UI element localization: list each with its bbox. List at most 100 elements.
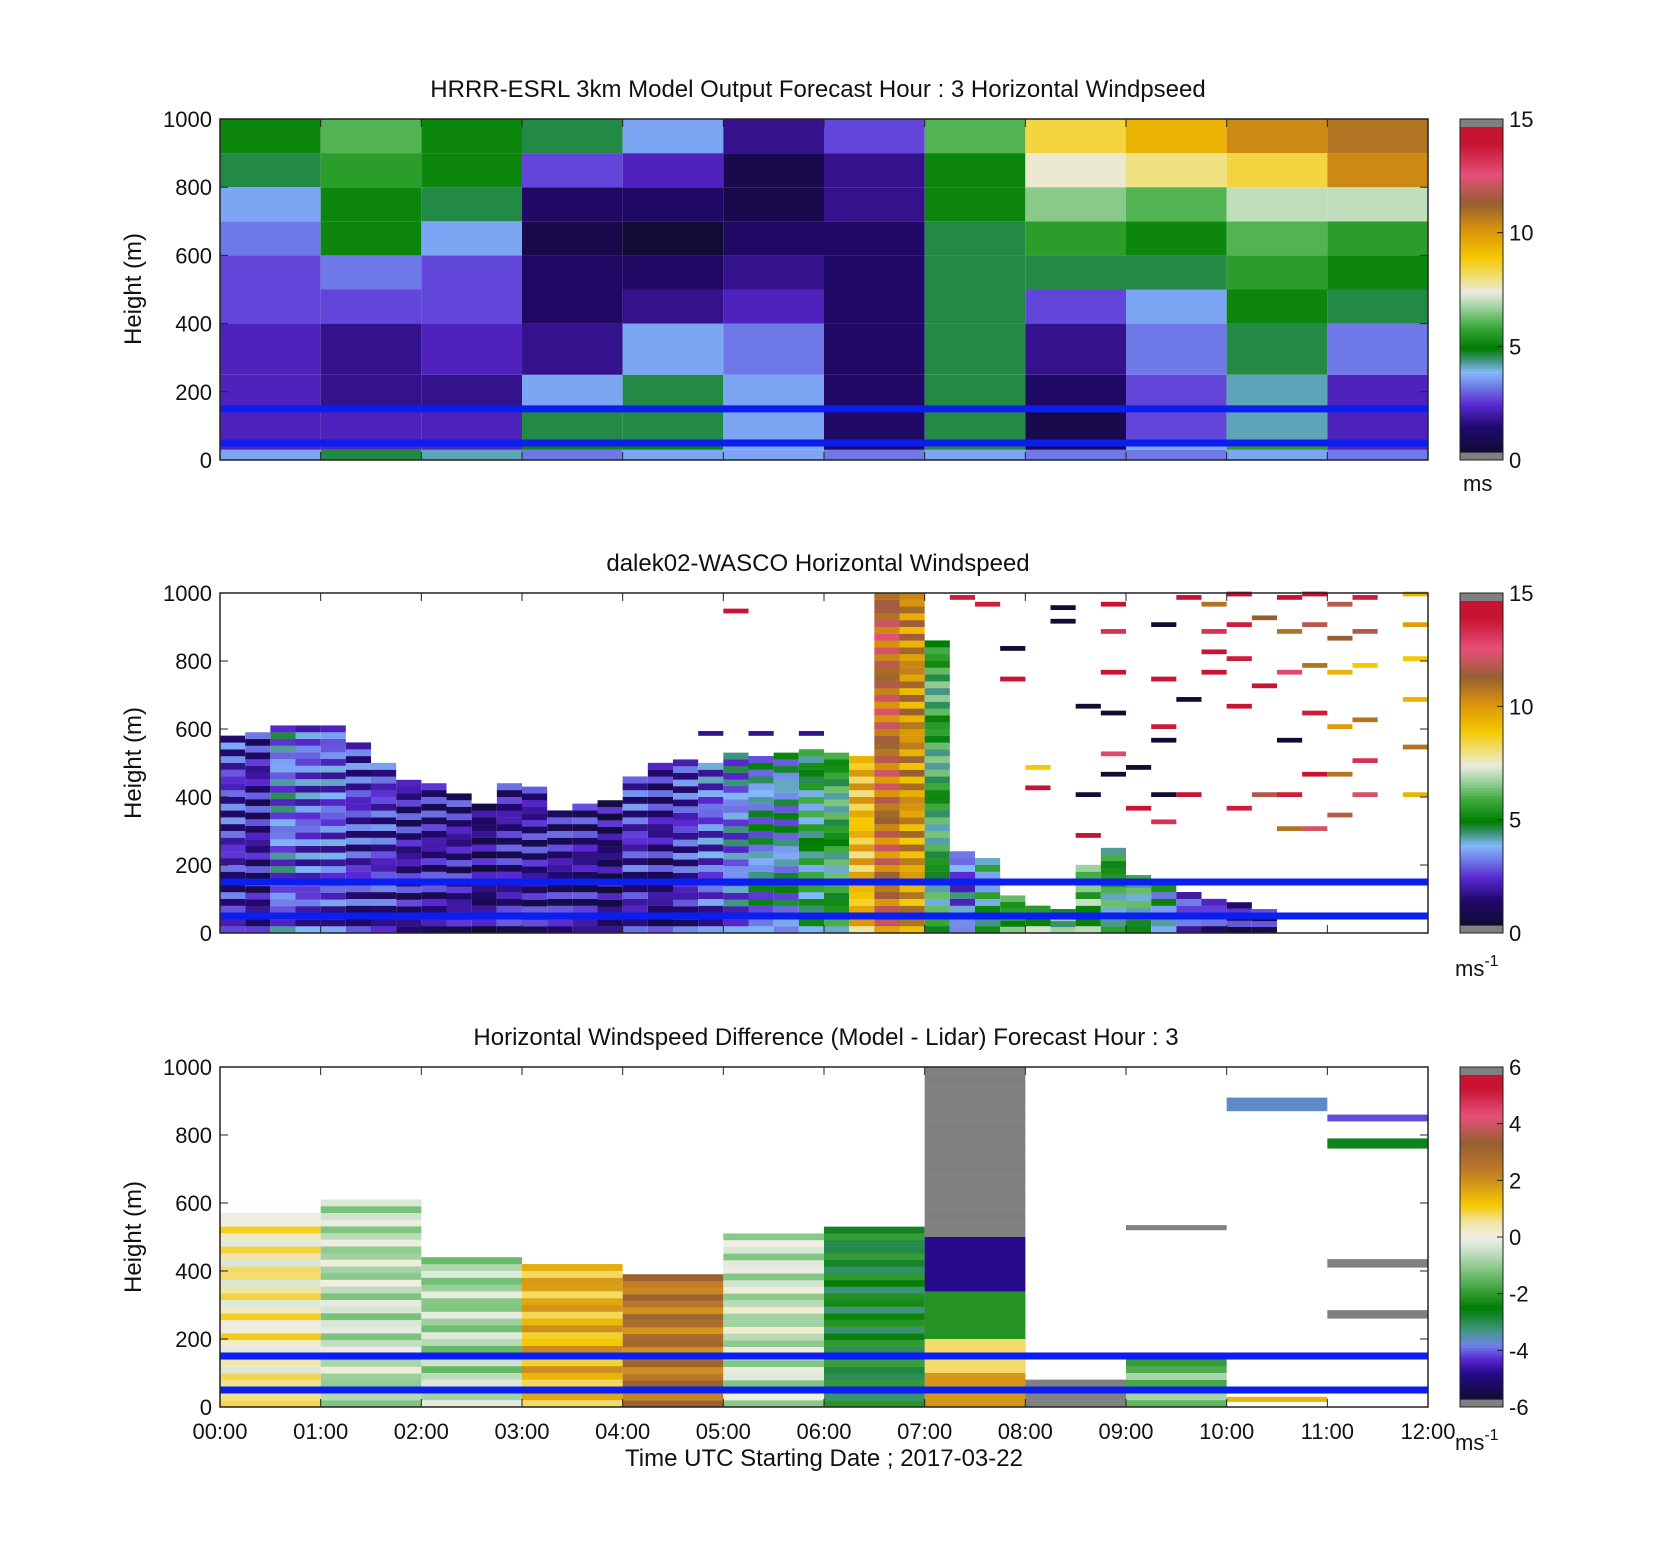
lidar-column-segment: [874, 735, 900, 743]
lidar-column-segment: [245, 852, 271, 860]
lidar-column-segment: [320, 785, 346, 793]
lidar-column-segment: [874, 667, 900, 675]
lidar-column-segment: [597, 826, 623, 834]
lidar-column-segment: [471, 864, 497, 872]
difference-column-segment: [421, 1338, 522, 1346]
lidar-column-segment: [270, 732, 296, 739]
colorbar-swatch: [1460, 798, 1503, 802]
lidar-column-segment: [723, 832, 749, 840]
lidar-column-segment: [723, 892, 749, 900]
colorbar-swatch: [1460, 1320, 1503, 1324]
colorbar-swatch: [1460, 202, 1503, 207]
lidar-column-segment: [1000, 926, 1026, 933]
lidar-column-segment: [1075, 892, 1101, 899]
lidar-column-segment: [371, 790, 397, 797]
lidar-column-segment: [245, 799, 271, 806]
difference-column-segment: [320, 1393, 422, 1401]
colorbar-swatch: [1460, 868, 1503, 872]
lidar-column-segment: [622, 810, 648, 818]
difference-band: [1327, 1138, 1428, 1149]
lidar-column-segment: [874, 871, 900, 879]
colorbar-swatch: [1460, 427, 1503, 431]
lidar-column-segment: [320, 926, 346, 933]
lidar-column-segment: [874, 606, 900, 614]
model-cell: [421, 221, 522, 256]
lidar-column-segment: [295, 885, 321, 893]
lidar-column-segment: [899, 905, 925, 913]
lidar-column-segment: [723, 839, 749, 847]
difference-heatmap-cells: [220, 1066, 1428, 1407]
lidar-column-segment: [245, 745, 271, 753]
difference-column-segment: [320, 1226, 422, 1234]
lidar-sparse-return: [1025, 765, 1051, 770]
colorbar-swatch: [1460, 1307, 1503, 1311]
colorbar-swatch: [1460, 1372, 1503, 1376]
colorbar-swatch: [1460, 132, 1503, 136]
lidar-column-segment: [421, 824, 447, 831]
lidar-column-segment: [773, 839, 799, 847]
colorbar-swatch: [1460, 1301, 1503, 1306]
colorbar-swatch: [1460, 1245, 1503, 1249]
lidar-column-segment: [522, 833, 548, 840]
colorbar-swatch: [1460, 197, 1503, 201]
difference-column-segment: [924, 1080, 1026, 1088]
difference-column-segment: [924, 1182, 1026, 1190]
lidar-column-segment: [924, 858, 950, 865]
colorbar-swatch: [1460, 849, 1503, 853]
lidar-y-axis-label: Height (m): [120, 707, 147, 819]
lidar-column-segment: [723, 792, 749, 800]
model-cell: [924, 221, 1026, 256]
lidar-column-segment: [220, 830, 246, 838]
lidar-column-segment: [295, 906, 321, 913]
difference-band: [924, 1237, 1026, 1292]
colorbar-swatch: [1460, 1191, 1503, 1195]
lidar-column-segment: [647, 803, 673, 811]
colorbar-swatch: [1460, 1134, 1503, 1138]
difference-column-segment: [924, 1087, 1026, 1095]
lidar-column-segment: [874, 613, 900, 621]
lidar-column-segment: [773, 759, 799, 767]
lidar-column-segment: [899, 885, 925, 893]
colorbar-swatch: [1460, 884, 1503, 888]
lidar-column-segment: [597, 813, 623, 821]
lidar-column-segment: [371, 864, 397, 872]
model-cell: [924, 153, 1026, 188]
lidar-colorbar-unit: ms-1: [1455, 953, 1499, 981]
colorbar-swatch: [1460, 1323, 1503, 1327]
difference-column-segment: [723, 1373, 824, 1381]
lidar-column-segment: [471, 919, 497, 927]
model-cell: [1226, 153, 1328, 188]
colorbar-swatch: [1460, 210, 1503, 215]
colorbar-swatch: [1460, 630, 1503, 634]
colorbar-swatch: [1460, 830, 1503, 834]
lidar-column-segment: [371, 824, 397, 831]
lidar-column-segment: [572, 810, 598, 818]
lidar-sparse-return: [1000, 646, 1026, 651]
lidar-column-segment: [446, 833, 472, 841]
difference-column-segment: [220, 1266, 321, 1274]
lidar-sparse-return: [1201, 629, 1227, 634]
lidar-column-segment: [975, 898, 1001, 906]
lidar-column-segment: [622, 817, 648, 825]
colorbar-swatch: [1460, 695, 1503, 699]
lidar-column-segment: [597, 853, 623, 861]
lidar-column-segment: [1075, 898, 1101, 906]
colorbar-swatch: [1460, 303, 1503, 307]
colorbar-swatch: [1460, 911, 1503, 915]
lidar-column-segment: [471, 905, 497, 913]
model-cell: [320, 255, 422, 290]
colorbar-swatch: [1460, 1212, 1503, 1216]
lidar-column-segment: [622, 803, 648, 811]
lidar-column-segment: [698, 919, 724, 927]
difference-column-segment: [824, 1286, 925, 1294]
lidar-column-segment: [245, 845, 271, 853]
difference-column-segment: [622, 1280, 724, 1288]
lidar-column-segment: [1251, 920, 1277, 928]
model-cell: [824, 323, 925, 375]
colorbar-swatch: [1460, 725, 1503, 729]
lidar-column-segment: [924, 830, 950, 838]
x-tick-label: 10:00: [1199, 1419, 1254, 1444]
lidar-column-segment: [245, 886, 271, 893]
lidar-column-segment: [673, 866, 699, 873]
